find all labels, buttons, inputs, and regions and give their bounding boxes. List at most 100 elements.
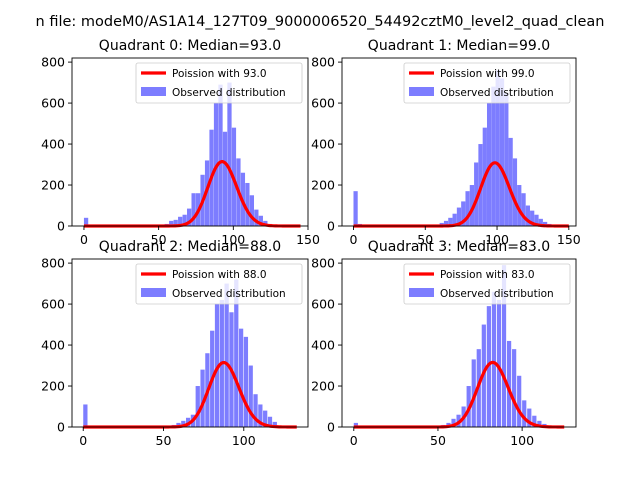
- histogram-bar: [512, 158, 518, 226]
- histogram-bar: [512, 349, 517, 427]
- y-tick-label: 600: [311, 96, 335, 111]
- subplot-grid: Quadrant 0: Median=93.0 0 50 100 150 0 200 400 6…: [41, 38, 581, 448]
- y-tick-label: 800: [41, 55, 65, 70]
- histogram-bar: [508, 137, 513, 226]
- y-tick-label: 400: [311, 137, 335, 152]
- histogram-bar: [181, 420, 186, 427]
- y-tick-label: 400: [41, 137, 65, 152]
- y-tick-label: 0: [57, 420, 65, 435]
- axes-frame: [71, 57, 309, 227]
- histogram-bar: [448, 217, 453, 226]
- y-tick-label: 200: [41, 379, 65, 394]
- histogram-bar: [486, 103, 492, 226]
- x-tick-label: 150: [557, 232, 581, 247]
- histogram-bar: [443, 220, 449, 226]
- histogram-bar: [527, 408, 532, 427]
- y-tick-label: 600: [41, 96, 65, 111]
- histogram-bar: [525, 205, 530, 226]
- histogram-bar: [224, 283, 229, 427]
- legend-observed-swatch: [141, 87, 166, 96]
- legend-observed-swatch: [141, 288, 166, 297]
- histogram-bar: [542, 221, 548, 226]
- histogram-bar: [521, 193, 526, 226]
- histogram-bar: [253, 394, 258, 427]
- x-tick-label: 100: [485, 232, 509, 247]
- legend-box: [135, 62, 303, 104]
- histogram-bar: [491, 86, 496, 227]
- histogram-bar: [214, 304, 220, 427]
- axes-frame: [71, 258, 309, 428]
- legend-poisson-label: Poission with 88.0: [172, 269, 267, 281]
- subplot-quadrant-2: Quadrant 2: Median=88.0 0 50 100 0 200 400 600 8…: [41, 239, 309, 448]
- subplot-quadrant-3: Quadrant 3: Median=83.0 0 50 100 0 200 400 600 8…: [311, 239, 577, 448]
- histogram-bar: [234, 279, 239, 427]
- legend-observed-label: Observed distribution: [172, 288, 286, 300]
- legend-observed-label: Observed distribution: [440, 87, 554, 99]
- histogram-bar: [506, 340, 512, 427]
- legend-observed-swatch: [409, 288, 434, 297]
- y-tick-label: 200: [41, 178, 65, 193]
- histogram-bar: [499, 78, 505, 226]
- histogram-bar: [267, 416, 273, 427]
- histogram-bar: [83, 217, 89, 226]
- subplot-title: Quadrant 0: Median=93.0: [99, 38, 281, 54]
- legend-poisson-label: Poission with 83.0: [440, 269, 535, 281]
- histogram-bar: [191, 193, 196, 226]
- y-tick-label: 800: [311, 256, 335, 271]
- histogram-bar: [469, 185, 475, 226]
- y-tick-label: 600: [41, 297, 65, 312]
- subplot-quadrant-1: Quadrant 1: Median=99.0 0 50 100 150 0 200 400 6…: [311, 38, 581, 247]
- histogram-bar: [176, 422, 181, 427]
- histogram-bar: [451, 418, 456, 427]
- subplot-quadrant-0: Quadrant 0: Median=93.0 0 50 100 150 0 200 400 6…: [41, 38, 320, 247]
- histogram-bar: [83, 404, 88, 427]
- legend: Poission with 83.0 Observed distribution: [403, 263, 571, 305]
- histogram-bar: [456, 207, 462, 226]
- legend-poisson-label: Poission with 93.0: [172, 68, 267, 80]
- legend: Poission with 99.0 Observed distribution: [403, 62, 571, 104]
- x-tick-label: 50: [156, 433, 172, 448]
- histogram-bar: [178, 216, 183, 226]
- histogram-bar: [238, 328, 244, 427]
- y-tick-label: 200: [311, 178, 335, 193]
- histogram-bar: [254, 209, 259, 226]
- histogram-bar: [195, 386, 200, 427]
- histogram-bar: [169, 220, 174, 226]
- x-tick-label: 100: [510, 433, 534, 448]
- subplot-title: Quadrant 1: Median=99.0: [368, 38, 550, 54]
- histogram-bar: [461, 201, 466, 226]
- y-tick-label: 0: [327, 219, 335, 234]
- legend-observed-label: Observed distribution: [172, 87, 286, 99]
- histogram-bar: [504, 92, 509, 226]
- subplot-title: Quadrant 3: Median=83.0: [368, 239, 550, 255]
- histogram-bar: [353, 191, 358, 226]
- histogram-bar: [471, 359, 476, 427]
- histogram-bar: [532, 415, 537, 427]
- histogram-bar: [517, 185, 522, 226]
- axes-frame: [341, 57, 577, 227]
- histogram-bar: [517, 375, 522, 427]
- legend-box: [403, 62, 571, 104]
- y-tick-label: 200: [311, 379, 335, 394]
- x-tick-label: 100: [232, 433, 256, 448]
- histogram-bar: [534, 214, 539, 226]
- axes-frame: [341, 258, 577, 428]
- legend-poisson-label: Poission with 99.0: [440, 68, 535, 80]
- subplot-title: Quadrant 2: Median=88.0: [99, 239, 281, 255]
- figure-suptitle: n file: modeM0/AS1A14_127T09_9000006520_…: [36, 14, 605, 30]
- histogram-bar: [243, 336, 249, 427]
- histogram-bar: [187, 208, 192, 226]
- histogram-bar: [452, 213, 457, 226]
- legend-observed-label: Observed distribution: [440, 288, 554, 300]
- legend-box: [403, 263, 571, 305]
- histogram-bar: [248, 365, 253, 427]
- histogram-bar: [245, 182, 250, 226]
- histogram-bar: [353, 422, 358, 427]
- y-tick-label: 400: [41, 338, 65, 353]
- y-tick-label: 600: [311, 297, 335, 312]
- histogram-bar: [249, 195, 255, 226]
- legend-observed-swatch: [409, 87, 434, 96]
- histogram-bar: [182, 214, 187, 226]
- histogram-bar: [272, 421, 277, 427]
